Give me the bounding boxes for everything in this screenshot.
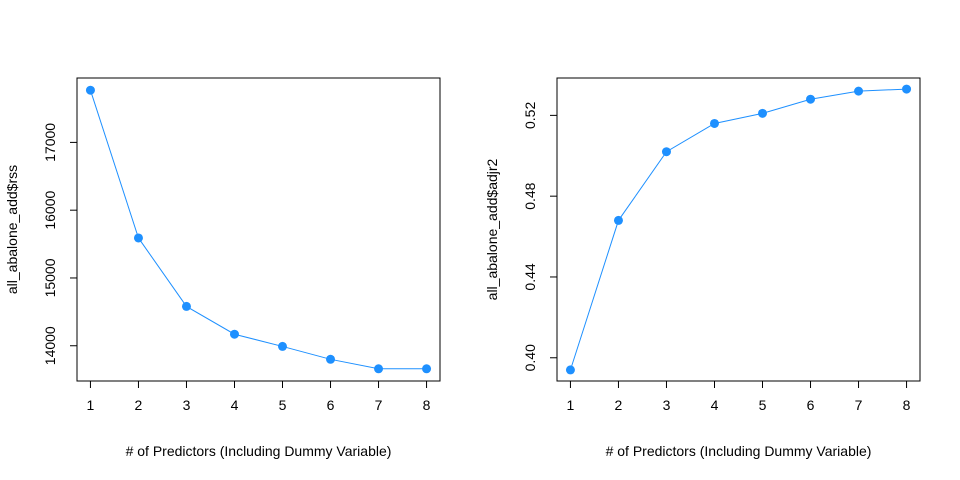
adjr2-y-axis-title: all_abalone_add$adjr2 <box>484 158 500 300</box>
adjr2-data-point <box>806 94 816 104</box>
rss-panel: 1 2 3 4 5 6 7 8 14000 15000 16000 17000 # of Predict… <box>4 77 441 459</box>
adjr2-data-point <box>565 365 575 375</box>
adjr2-plot-frame <box>556 77 921 382</box>
rss-data-point <box>229 329 239 339</box>
adjr2-x-tick-label: 7 <box>855 397 863 413</box>
rss-data-point <box>85 85 95 95</box>
adjr2-data-point <box>854 86 864 96</box>
adjr2-x-tick-label: 4 <box>711 397 719 413</box>
adjr2-x-tick-label: 3 <box>663 397 671 413</box>
adjr2-x-tick-label: 5 <box>759 397 767 413</box>
adjr2-data-point <box>902 84 912 94</box>
adjr2-x-tick-label: 8 <box>903 397 911 413</box>
adjr2-y-tick-label: 0.48 <box>522 182 538 209</box>
adjr2-y-tick-label: 0.40 <box>522 344 538 371</box>
adjr2-series-line <box>569 88 907 371</box>
adjr2-panel: 1 2 3 4 5 6 7 8 0.40 0.44 0.48 0.52 # of Predictors … <box>484 77 921 459</box>
adjr2-x-tick-label: 1 <box>567 397 575 413</box>
rss-data-point <box>422 364 432 374</box>
adjr2-y-tick-label: 0.44 <box>522 263 538 290</box>
adjr2-data-point <box>758 108 768 118</box>
rss-data-point <box>374 364 384 374</box>
rss-plot-frame <box>76 77 441 382</box>
rss-data-point <box>278 341 288 351</box>
rss-y-axis-title: all_abalone_add$rss <box>4 165 20 294</box>
rss-x-tick-label: 7 <box>375 397 383 413</box>
adjr2-data-point <box>661 147 671 157</box>
adjr2-y-tick-label: 0.52 <box>522 102 538 129</box>
rss-y-tick-label: 17000 <box>42 123 58 162</box>
rss-x-tick-label: 5 <box>279 397 287 413</box>
adjr2-x-tick-label: 2 <box>615 397 623 413</box>
rss-x-tick-label: 3 <box>183 397 191 413</box>
rss-x-axis-title: # of Predictors (Including Dummy Variabl… <box>126 443 392 459</box>
rss-y-tick-label: 15000 <box>42 258 58 297</box>
adjr2-x-axis-title: # of Predictors (Including Dummy Variabl… <box>606 443 872 459</box>
rss-y-tick-label: 14000 <box>42 326 58 365</box>
rss-data-point <box>326 354 336 364</box>
rss-x-tick-label: 1 <box>87 397 95 413</box>
rss-data-point <box>181 301 191 311</box>
adjr2-x-tick-label: 6 <box>807 397 815 413</box>
rss-data-point <box>133 233 143 243</box>
rss-series-line <box>89 90 427 370</box>
rss-x-tick-label: 6 <box>327 397 335 413</box>
rss-x-tick-label: 4 <box>231 397 239 413</box>
rss-y-tick-label: 16000 <box>42 191 58 230</box>
adjr2-data-point <box>613 215 623 225</box>
adjr2-data-point <box>709 118 719 128</box>
rss-x-tick-label: 8 <box>423 397 431 413</box>
rss-x-tick-label: 2 <box>135 397 143 413</box>
